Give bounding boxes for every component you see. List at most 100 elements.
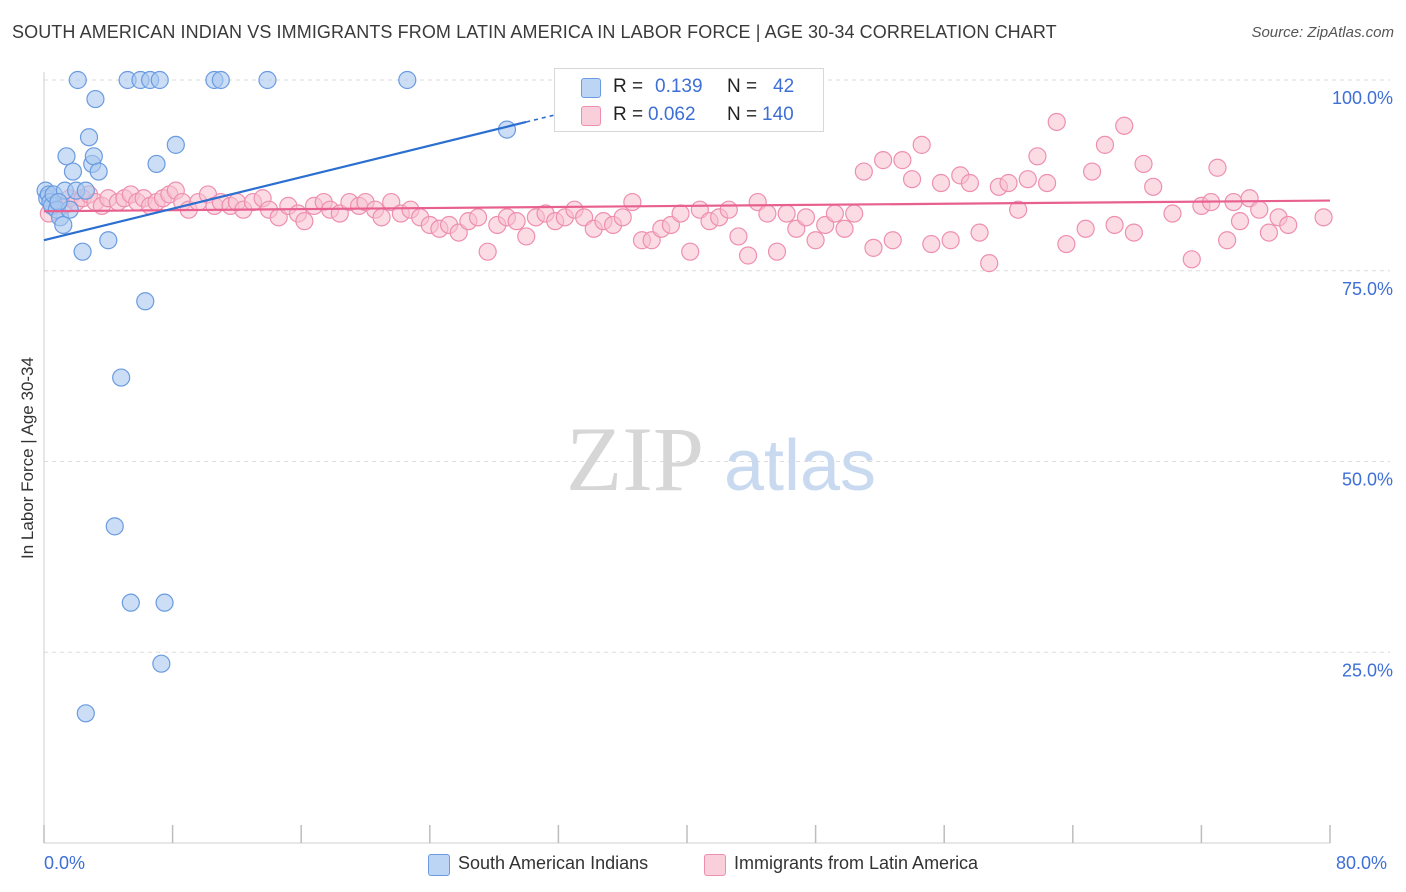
immigrants-point (893, 151, 912, 170)
immigrants-point (681, 242, 700, 261)
series-south-american-indians-points (36, 70, 517, 723)
south-american-indians-point (258, 70, 277, 90)
south-american-indians-point (121, 593, 140, 612)
immigrants-point (1259, 223, 1279, 242)
south-american-indians-point (99, 231, 118, 250)
south-american-indians-point (155, 593, 174, 612)
immigrants-point (931, 173, 951, 193)
immigrants-point (796, 208, 816, 227)
legend-swatch-blue (581, 78, 601, 98)
legend-n-label: N = (727, 76, 758, 97)
immigrants-point (613, 208, 632, 227)
legend-r-value: 0.139 (655, 76, 703, 97)
immigrants-point (999, 173, 1018, 193)
immigrants-point (1009, 200, 1028, 219)
south-american-indians-point (147, 154, 166, 174)
immigrants-point (912, 135, 931, 154)
immigrants-point (478, 242, 497, 261)
immigrants-point (1230, 212, 1250, 231)
bottom-legend-label-series1: South American Indians (458, 853, 649, 873)
immigrants-point (845, 204, 864, 223)
immigrants-point (874, 151, 893, 170)
south-american-indians-point (68, 70, 87, 90)
watermark-zip: ZIP (566, 408, 704, 510)
immigrants-point (980, 254, 999, 273)
legend-n-value: 42 (773, 76, 795, 97)
south-american-indians-point (63, 162, 83, 181)
trend-lines (43, 113, 1331, 242)
immigrants-point (1182, 250, 1201, 269)
immigrants-point (1250, 200, 1269, 219)
immigrants-point (854, 162, 873, 181)
south-american-indians-point (57, 147, 76, 166)
south-american-indians-point (166, 135, 185, 154)
south-american-indians-point (86, 89, 105, 109)
y-tick-label: 75.0% (1342, 279, 1393, 299)
south-american-indians-point (84, 147, 103, 166)
south-american-indians-point (49, 192, 68, 212)
immigrants-point (1144, 177, 1163, 196)
immigrants-point (1115, 116, 1134, 135)
south-american-indians-point (152, 654, 171, 673)
immigrants-point (1037, 173, 1057, 193)
watermark-atlas: atlas (724, 426, 876, 506)
immigrants-point (835, 219, 854, 238)
south-american-indians-point (112, 368, 131, 387)
immigrants-point (777, 204, 796, 223)
immigrants-point (1208, 158, 1227, 177)
immigrants-point (372, 208, 391, 227)
immigrants-point (883, 231, 902, 250)
legend-swatch-pink (581, 106, 601, 126)
immigrants-point (1163, 204, 1182, 223)
immigrants-point (922, 234, 941, 254)
south-american-indians-point (73, 242, 92, 261)
south-american-indians-point (76, 704, 95, 723)
grid-lines (44, 79, 1390, 653)
south-american-indians-point (398, 70, 417, 90)
y-tick-label: 25.0% (1342, 660, 1393, 680)
south-american-indians-point (89, 162, 108, 181)
y-axis-label: In Labor Force | Age 30-34 (18, 357, 37, 559)
bottom-legend-swatch-pink (704, 854, 726, 876)
immigrants-point (295, 212, 314, 231)
legend-row-series2: R = 0.062 N = 140 (555, 101, 823, 129)
immigrants-point (941, 231, 960, 250)
immigrants-point (1082, 162, 1102, 181)
immigrants-point (1057, 234, 1076, 254)
immigrants-point (1095, 135, 1115, 154)
x-tick-label-max: 80.0% (1336, 853, 1388, 873)
immigrants-point (1018, 170, 1037, 189)
south-american-indians-point (136, 292, 155, 311)
bottom-legend-label-series2: Immigrants from Latin America (734, 853, 979, 873)
bottom-legend-swatch-blue (428, 854, 450, 876)
south-american-indians-point (497, 120, 517, 139)
legend-row-series1: R = 0.139 N = 42 (555, 73, 823, 101)
immigrants-trend-line (43, 199, 1331, 213)
immigrants-point (738, 246, 758, 265)
south-american-indians-point (105, 517, 124, 536)
immigrants-point (864, 238, 883, 257)
immigrants-point (1314, 208, 1333, 227)
immigrants-point (729, 227, 748, 246)
south-american-indians-point (54, 215, 73, 235)
south-american-indians-trend-extension (526, 113, 559, 123)
immigrants-point (767, 242, 787, 261)
immigrants-point (758, 204, 777, 223)
immigrants-point (468, 208, 488, 227)
immigrants-point (1047, 112, 1066, 132)
south-american-indians-point (150, 70, 169, 90)
immigrants-point (719, 200, 738, 219)
immigrants-point (970, 223, 989, 242)
legend-r-label: R = (613, 104, 644, 125)
legend-r-value: 0.062 (648, 104, 696, 125)
immigrants-point (623, 192, 642, 212)
immigrants-point (1134, 154, 1153, 174)
watermark: ZIP atlas (566, 408, 876, 510)
south-american-indians-trend-line (43, 120, 527, 242)
legend-r-label: R = (613, 76, 644, 97)
legend-n-value: 140 (762, 104, 794, 125)
y-tick-labels: 25.0% 50.0% 75.0% 100.0% (1332, 88, 1393, 680)
immigrants-point (825, 204, 844, 223)
south-american-indians-point (76, 181, 95, 200)
